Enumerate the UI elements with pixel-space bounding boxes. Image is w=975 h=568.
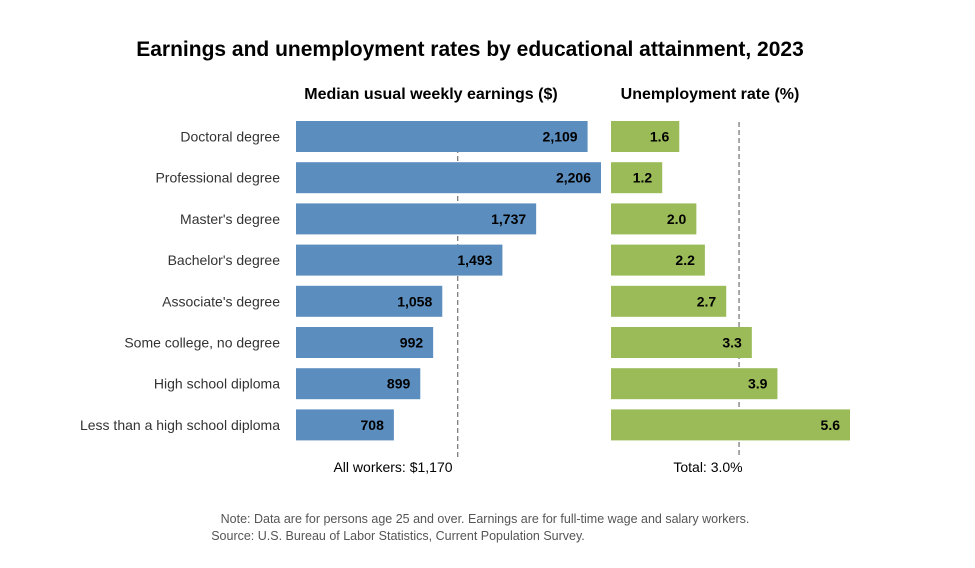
unemployment-value-label: 3.3 — [722, 335, 742, 351]
unemployment-bar — [611, 285, 727, 317]
category-label: Professional degree — [155, 170, 280, 186]
earnings-value-label: 2,206 — [556, 170, 591, 186]
earnings-value-label: 2,109 — [543, 129, 578, 145]
earnings-value-label: 992 — [400, 335, 424, 351]
earnings-bar — [296, 203, 537, 235]
unemployment-panel-title: Unemployment rate (%) — [621, 86, 800, 103]
unemployment-bar — [611, 203, 697, 235]
category-label: Bachelor's degree — [168, 252, 281, 268]
unemployment-reference-label: Total: 3.0% — [673, 459, 742, 475]
unemployment-value-label: 1.2 — [633, 170, 653, 186]
earnings-reference-label: All workers: $1,170 — [333, 459, 452, 475]
earnings-bar — [296, 285, 443, 317]
unemployment-bar — [611, 244, 705, 276]
earnings-bar — [296, 327, 434, 358]
unemployment-value-label: 2.2 — [675, 252, 695, 268]
earnings-value-label: 708 — [361, 417, 385, 433]
earnings-value-label: 899 — [387, 376, 411, 392]
chart-title: Earnings and unemployment rates by educa… — [136, 38, 804, 61]
unemployment-bar — [611, 409, 850, 441]
category-label: Some college, no degree — [124, 335, 280, 351]
note-text: Note: Data are for persons age 25 and ov… — [221, 512, 750, 526]
earnings-bar — [296, 244, 503, 276]
earnings-bar — [296, 409, 394, 441]
earnings-bar — [296, 368, 421, 400]
category-label: Associate's degree — [162, 293, 280, 309]
unemployment-value-label: 2.7 — [697, 293, 717, 309]
earnings-bar — [296, 121, 588, 152]
earnings-panel-title: Median usual weekly earnings ($) — [304, 86, 557, 103]
earnings-value-label: 1,058 — [397, 293, 432, 309]
source-text: Source: U.S. Bureau of Labor Statistics,… — [211, 529, 585, 543]
unemployment-bar — [611, 368, 778, 400]
unemployment-bar — [611, 121, 680, 152]
category-label: Doctoral degree — [180, 129, 280, 145]
earnings-value-label: 1,737 — [491, 211, 526, 227]
earnings-bar — [296, 162, 601, 194]
unemployment-value-label: 2.0 — [667, 211, 687, 227]
unemployment-bar — [611, 162, 663, 194]
unemployment-value-label: 1.6 — [650, 129, 670, 145]
earnings-value-label: 1,493 — [457, 252, 492, 268]
unemployment-bar — [611, 327, 752, 358]
unemployment-value-label: 5.6 — [821, 417, 841, 433]
category-label: Master's degree — [180, 211, 280, 227]
bars-layer: Doctoral degree Professional degree Master… — [80, 121, 850, 475]
unemployment-value-label: 3.9 — [748, 376, 768, 392]
category-label: Less than a high school diploma — [80, 417, 280, 433]
category-label: High school diploma — [154, 376, 280, 392]
